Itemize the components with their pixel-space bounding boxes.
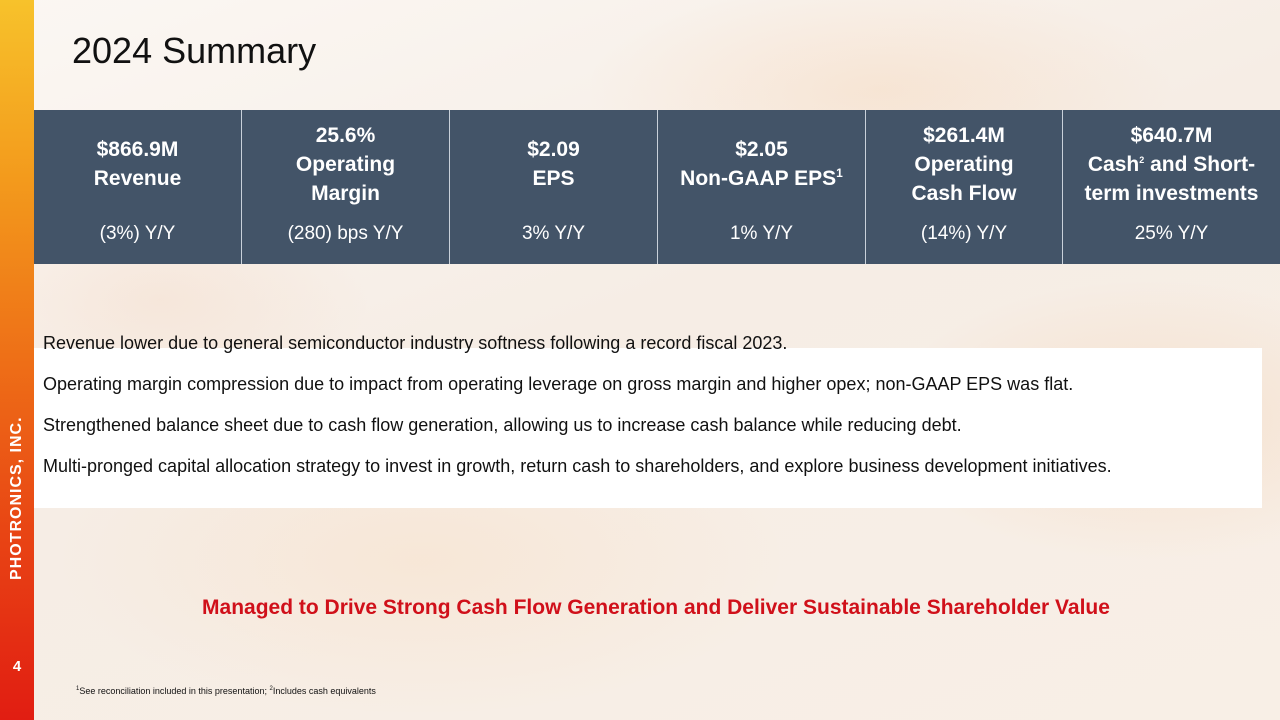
- bullets-background: [34, 348, 1262, 508]
- bullet-item: Operating margin compression due to impa…: [43, 374, 1074, 394]
- sidebar: PHOTRONICS, INC. 4: [0, 0, 34, 720]
- metric-value: $866.9M Revenue: [93, 138, 182, 190]
- metrics-band: $866.9M Revenue (3%) Y/Y 25.6% Operating M…: [34, 110, 1280, 264]
- page-number: 4: [12, 658, 22, 675]
- metric-operating-cash-flow: $261.4M Operating Cash Flow (14%) Y/Y: [866, 110, 1063, 264]
- company-name: PHOTRONICS, INC.: [8, 416, 25, 580]
- metric-revenue: $866.9M Revenue (3%) Y/Y: [34, 110, 242, 264]
- page-title: 2024 Summary: [72, 30, 317, 71]
- metric-non-gaap-eps: $2.05 Non-GAAP EPS1 1% Y/Y: [658, 110, 866, 264]
- metric-value: $261.4M Operating Cash Flow: [911, 123, 1017, 205]
- metric-change: (3%) Y/Y: [99, 223, 176, 244]
- bullet-item: Strengthened balance sheet due to cash f…: [43, 415, 962, 435]
- metric-value: $640.7M Cash2 and Short-term investments: [1084, 123, 1259, 205]
- summary-bullets: Revenue lower due to general semiconduct…: [43, 330, 1223, 494]
- metric-change: (14%) Y/Y: [920, 223, 1008, 244]
- bullet-item: Revenue lower due to general semiconduct…: [43, 333, 788, 353]
- bullet-item: Multi-pronged capital allocation strateg…: [43, 456, 1112, 476]
- metric-value: $2.05 Non-GAAP EPS1: [680, 138, 843, 190]
- tagline: Managed to Drive Strong Cash Flow Genera…: [202, 596, 1110, 619]
- metric-value: $2.09 EPS: [527, 138, 580, 190]
- metric-change: 1% Y/Y: [729, 223, 794, 244]
- footnote: 1See reconciliation included in this pre…: [76, 686, 376, 696]
- metric-change: 25% Y/Y: [1134, 223, 1209, 244]
- metric-cash-investments: $640.7M Cash2 and Short-term investments …: [1063, 110, 1280, 264]
- metric-change: 3% Y/Y: [521, 223, 586, 244]
- metric-eps: $2.09 EPS 3% Y/Y: [450, 110, 658, 264]
- metric-value: 25.6% Operating Margin: [295, 123, 396, 205]
- metric-operating-margin: 25.6% Operating Margin (280) bps Y/Y: [242, 110, 450, 264]
- metric-change: (280) bps Y/Y: [287, 223, 404, 244]
